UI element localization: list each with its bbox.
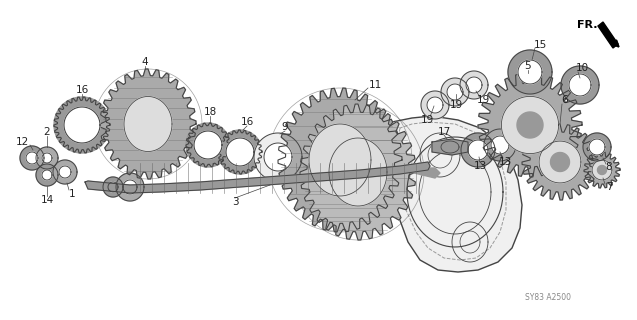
Polygon shape xyxy=(54,97,110,153)
Text: 13: 13 xyxy=(498,157,512,167)
Polygon shape xyxy=(508,50,552,94)
Text: 8: 8 xyxy=(606,162,612,172)
Polygon shape xyxy=(441,78,469,106)
Polygon shape xyxy=(278,88,402,232)
Polygon shape xyxy=(460,71,488,99)
Polygon shape xyxy=(309,124,371,196)
Polygon shape xyxy=(598,22,618,48)
Polygon shape xyxy=(584,152,620,188)
Polygon shape xyxy=(598,165,606,174)
Polygon shape xyxy=(194,131,222,159)
Polygon shape xyxy=(54,97,110,153)
Text: 4: 4 xyxy=(141,57,148,67)
Polygon shape xyxy=(539,141,581,183)
Polygon shape xyxy=(36,147,58,169)
Polygon shape xyxy=(484,129,516,161)
Text: 3: 3 xyxy=(232,197,238,207)
Polygon shape xyxy=(517,112,543,138)
Polygon shape xyxy=(569,74,591,96)
Text: 19: 19 xyxy=(420,115,434,125)
Text: 6: 6 xyxy=(562,95,568,105)
Text: 9: 9 xyxy=(282,122,289,132)
Polygon shape xyxy=(583,133,611,161)
Polygon shape xyxy=(218,130,262,174)
Polygon shape xyxy=(254,133,302,181)
Polygon shape xyxy=(550,153,569,172)
Polygon shape xyxy=(592,160,612,180)
Polygon shape xyxy=(85,162,430,193)
Polygon shape xyxy=(432,139,468,155)
Polygon shape xyxy=(466,77,482,93)
Polygon shape xyxy=(491,136,509,154)
Polygon shape xyxy=(264,143,292,171)
Polygon shape xyxy=(124,97,172,151)
Polygon shape xyxy=(522,124,598,200)
Text: 7: 7 xyxy=(606,182,612,192)
Polygon shape xyxy=(108,182,118,192)
Polygon shape xyxy=(53,160,77,184)
Polygon shape xyxy=(42,170,52,180)
Polygon shape xyxy=(478,73,582,177)
Polygon shape xyxy=(388,116,522,272)
Text: SY83 A2500: SY83 A2500 xyxy=(525,293,571,302)
Polygon shape xyxy=(103,177,123,197)
Polygon shape xyxy=(468,140,488,160)
Polygon shape xyxy=(461,133,495,167)
Text: 13: 13 xyxy=(473,161,487,171)
Text: 16: 16 xyxy=(240,117,254,127)
Polygon shape xyxy=(410,168,440,178)
Text: 2: 2 xyxy=(44,127,50,137)
Polygon shape xyxy=(561,66,599,104)
Polygon shape xyxy=(36,164,58,186)
Text: 5: 5 xyxy=(525,61,531,71)
Polygon shape xyxy=(26,152,38,164)
Text: 17: 17 xyxy=(438,127,450,137)
Text: FR.: FR. xyxy=(577,20,598,30)
Text: 15: 15 xyxy=(533,40,547,50)
Text: 19: 19 xyxy=(449,100,462,110)
Polygon shape xyxy=(589,139,605,155)
Polygon shape xyxy=(300,104,416,240)
Polygon shape xyxy=(123,180,137,194)
Polygon shape xyxy=(186,123,230,167)
Polygon shape xyxy=(20,146,44,170)
Polygon shape xyxy=(186,123,230,167)
Text: 12: 12 xyxy=(15,137,29,147)
Polygon shape xyxy=(427,97,443,113)
Text: 10: 10 xyxy=(575,63,589,73)
Text: 1: 1 xyxy=(69,189,75,199)
Polygon shape xyxy=(116,173,144,201)
Text: 14: 14 xyxy=(40,195,54,205)
Polygon shape xyxy=(226,138,254,166)
Text: 16: 16 xyxy=(75,85,89,95)
Polygon shape xyxy=(42,153,52,163)
Polygon shape xyxy=(501,96,559,154)
Polygon shape xyxy=(100,69,196,179)
Polygon shape xyxy=(518,60,542,84)
Text: 11: 11 xyxy=(368,80,382,90)
Polygon shape xyxy=(447,84,463,100)
Polygon shape xyxy=(218,130,262,174)
Polygon shape xyxy=(59,166,71,178)
Polygon shape xyxy=(64,107,100,143)
Polygon shape xyxy=(421,91,449,119)
Text: 18: 18 xyxy=(203,107,217,117)
Text: 19: 19 xyxy=(476,95,490,105)
Polygon shape xyxy=(329,138,387,206)
